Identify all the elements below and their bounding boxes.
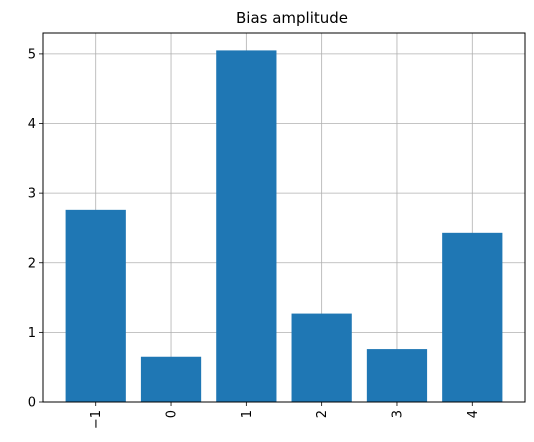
- bar-2: [216, 50, 277, 402]
- bars: [65, 50, 503, 402]
- y-tick-label: 3: [28, 187, 36, 202]
- plot-frame: [42, 32, 526, 403]
- y-tick-label: 2: [28, 256, 36, 271]
- y-axis-ticks: 0 1 2 3 4 5: [28, 47, 43, 411]
- x-tick-label: 1: [240, 410, 255, 418]
- bar-4: [366, 349, 428, 402]
- x-tick-label: 2: [315, 410, 330, 418]
- x-tick-label: 0: [165, 410, 180, 418]
- x-tick-label: 4: [466, 410, 481, 418]
- x-tick-label: −1: [89, 410, 104, 429]
- chart-title: Bias amplitude: [236, 9, 348, 27]
- x-tick-label: 3: [390, 410, 405, 418]
- x-axis-ticks: −1 0 1 2 3 4: [89, 402, 481, 429]
- y-tick-label: 1: [28, 326, 36, 341]
- y-tick-label: 4: [28, 117, 36, 132]
- bar-3: [291, 313, 352, 402]
- bar-1: [140, 356, 202, 402]
- bar-5: [442, 232, 503, 402]
- y-tick-label: 5: [28, 47, 36, 62]
- bar-0: [65, 209, 126, 402]
- y-tick-label: 0: [28, 396, 36, 411]
